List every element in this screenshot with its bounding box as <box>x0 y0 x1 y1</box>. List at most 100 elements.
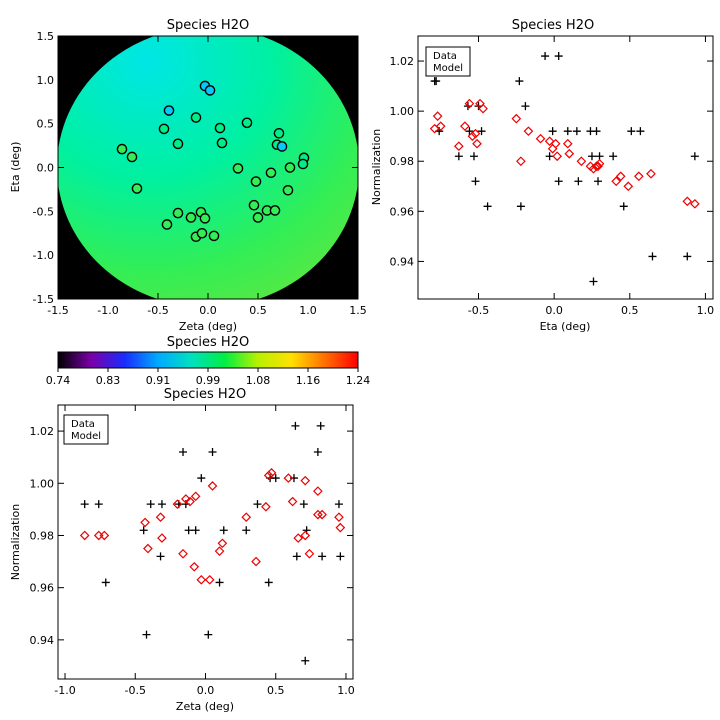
colorbar-tick-label: 0.99 <box>196 374 221 387</box>
x-tick-label: 0.5 <box>267 684 285 697</box>
zeta-legend-model: Model <box>71 431 101 442</box>
model-point <box>615 171 626 182</box>
x-tick-label: -0.5 <box>147 304 168 317</box>
map-point <box>214 122 226 134</box>
data-point <box>572 127 581 136</box>
zeta-legend-data: Data <box>71 419 95 430</box>
map-ylabel: Eta (deg) <box>9 142 22 193</box>
map-point <box>131 183 143 194</box>
y-tick-label: 0.0 <box>37 162 55 175</box>
x-tick-label: -1.5 <box>47 304 68 317</box>
model-point <box>634 171 644 182</box>
model-point <box>157 533 167 543</box>
x-tick-label: -0.5 <box>125 684 146 697</box>
data-point <box>574 177 583 186</box>
data-point <box>554 52 563 61</box>
y-tick-label: -1.5 <box>33 293 54 306</box>
zeta-plot-xlabel: Zeta (deg) <box>176 700 234 713</box>
data-point <box>515 77 524 86</box>
map-point <box>172 207 184 219</box>
model-point <box>623 181 634 192</box>
data-point <box>563 127 572 136</box>
data-point <box>253 500 262 509</box>
zeta-plot-frame <box>57 404 354 680</box>
colorbar-axes: 0.74 0.83 0.91 0.99 1.08 1.16 1.24 <box>46 368 371 387</box>
model-point <box>535 133 546 144</box>
y-tick-label: -0.5 <box>33 205 54 218</box>
model-point <box>190 491 201 502</box>
map-point <box>199 213 211 224</box>
model-point <box>646 168 656 179</box>
eta-plot-marks <box>429 52 700 286</box>
x-tick-label: 1.0 <box>697 304 715 317</box>
y-tick-label: 1.5 <box>37 30 55 43</box>
colorbar-tick-label: 0.91 <box>146 374 171 387</box>
colorbar-tick-label: 1.24 <box>346 374 371 387</box>
map-point <box>126 151 138 163</box>
y-tick-label: 0.96 <box>390 205 415 218</box>
model-point <box>79 530 90 541</box>
data-point <box>291 421 300 430</box>
model-point <box>261 501 271 512</box>
data-point <box>271 474 280 483</box>
model-point <box>470 128 481 139</box>
data-point <box>197 474 206 483</box>
map-axes: -1.5 -1.0 -0.5 0.0 0.5 1.0 1.5 -1.5 -1.0 -0.5 0.0 0… <box>33 30 367 317</box>
data-point <box>318 552 327 561</box>
x-tick-label: -0.5 <box>468 304 489 317</box>
map-point <box>158 123 170 135</box>
y-tick-label: 1.0 <box>37 74 55 87</box>
model-point <box>207 481 218 491</box>
eta-plot-ylabel: Normalization <box>370 129 383 205</box>
map-point <box>252 212 264 223</box>
zeta-plot-ylabel: Normalization <box>9 504 22 580</box>
data-point <box>191 526 200 535</box>
model-point <box>611 176 622 187</box>
zeta-plot-axes: -1.0 -0.5 0.0 0.5 1.0 0.94 0.96 0.98 1.00 1.02 <box>30 405 355 697</box>
model-point <box>547 143 558 154</box>
map-title: Species H2O <box>167 18 249 33</box>
map-point <box>276 141 288 152</box>
data-point <box>465 127 474 136</box>
data-point <box>313 447 322 456</box>
zeta-plot-title: Species H2O <box>164 387 246 402</box>
model-point <box>313 509 323 520</box>
map-panel: Species H2O -1.5 -1.0 -0.5 0.0 0.5 1.0 1.5-1.5… <box>9 18 367 333</box>
model-point <box>300 475 311 486</box>
y-tick-label: 1.00 <box>30 477 55 490</box>
model-point <box>263 470 274 481</box>
y-tick-label: 1.00 <box>390 105 415 118</box>
data-point <box>156 552 165 561</box>
y-tick-label: 0.98 <box>30 529 55 542</box>
data-point <box>142 630 151 639</box>
colorbar-panel: Species H2O 0.74 0.83 0.91 0.99 1.08 1.16 1.24 <box>46 335 371 387</box>
y-tick-label: 0.94 <box>390 255 415 268</box>
y-tick-label: 0.94 <box>30 634 55 647</box>
map-point <box>273 128 285 139</box>
model-point <box>591 161 602 172</box>
model-point <box>562 138 573 149</box>
y-tick-label: -1.0 <box>33 249 54 262</box>
map-point <box>282 184 294 196</box>
model-point <box>335 522 346 533</box>
data-point <box>471 177 480 186</box>
data-point <box>683 252 692 261</box>
model-point <box>588 163 599 174</box>
data-point <box>589 277 598 286</box>
eta-plot-xlabel: Eta (deg) <box>540 320 591 333</box>
colorbar-tick-label: 1.16 <box>296 374 321 387</box>
model-point <box>594 158 605 169</box>
data-point <box>334 500 343 509</box>
map-point <box>269 205 281 216</box>
model-point <box>189 561 200 572</box>
model-point <box>552 151 563 162</box>
x-tick-label: 1.5 <box>349 304 367 317</box>
colorbar-strip <box>57 351 359 369</box>
data-point <box>290 474 298 483</box>
data-point <box>184 526 193 535</box>
zeta-plot-panel: Species H2O -1.0 -0.5 0.0 0.5 1.0 0.94 0.96 0.9… <box>9 387 355 713</box>
data-point <box>469 152 478 161</box>
model-point <box>435 121 446 132</box>
model-point <box>564 148 575 159</box>
